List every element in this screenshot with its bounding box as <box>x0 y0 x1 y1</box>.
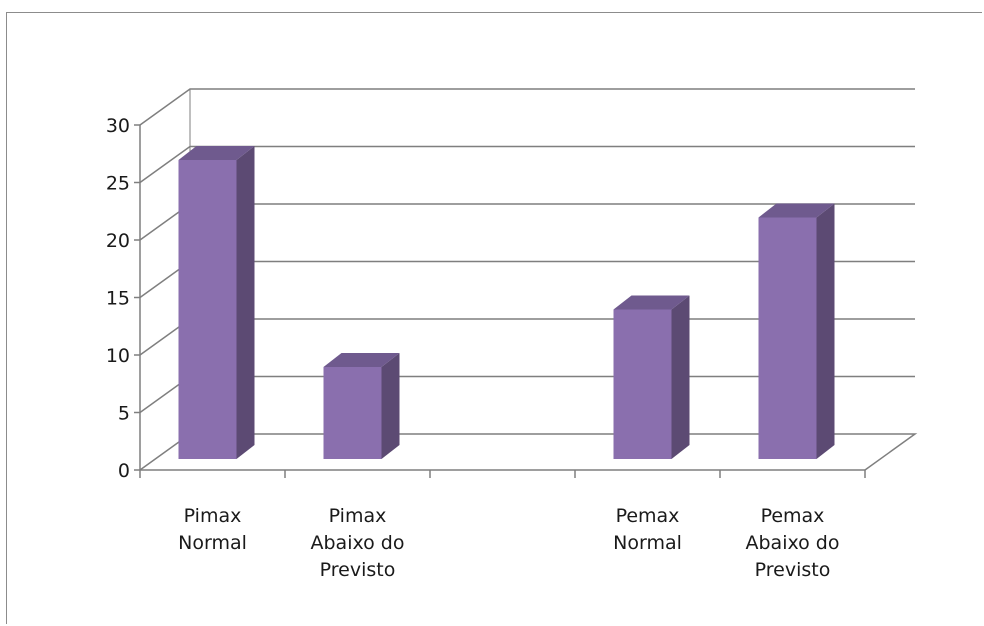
y-tick-label: 5 <box>118 403 130 425</box>
bar <box>758 203 835 459</box>
bar-side-face <box>236 146 255 459</box>
category-label-line: Pimax <box>184 505 242 527</box>
bars <box>178 146 835 459</box>
category-label-line: Pimax <box>329 505 387 527</box>
category-label: Pimax Normal <box>178 505 247 554</box>
category-labels: Pimax Normal Pimax Abaixo do Previsto Pemax No… <box>178 505 840 581</box>
bar-front-face <box>613 309 672 459</box>
bar-front-face <box>178 160 237 459</box>
bar <box>613 295 690 459</box>
category-label-line: Previsto <box>755 559 831 581</box>
bar <box>323 353 400 459</box>
y-tick-label: 20 <box>106 230 130 252</box>
bar-front-face <box>758 217 817 459</box>
gridline <box>139 433 918 471</box>
y-tick-label: 10 <box>106 345 130 367</box>
chart-frame <box>6 12 982 624</box>
y-tick-label: 30 <box>106 115 130 137</box>
category-label: Pemax Abaixo do Previsto <box>746 505 840 581</box>
category-label-line: Normal <box>178 532 247 554</box>
bar <box>178 146 255 459</box>
bar-side-face <box>816 203 835 459</box>
gridline <box>139 88 915 126</box>
y-tick-label: 15 <box>106 288 130 310</box>
category-label-line: Abaixo do <box>311 532 405 554</box>
category-label-line: Pemax <box>616 505 680 527</box>
bar-side-face <box>381 353 400 459</box>
y-tick-label: 0 <box>118 460 130 482</box>
bar-top-face <box>758 203 835 218</box>
bar-front-face <box>323 367 382 459</box>
category-label-line: Pemax <box>761 505 825 527</box>
category-label-line: Normal <box>613 532 682 554</box>
category-label-line: Abaixo do <box>746 532 840 554</box>
bar-top-face <box>613 295 690 310</box>
category-label: Pemax Normal <box>613 505 682 554</box>
gridline <box>139 145 915 184</box>
category-label-line: Previsto <box>320 559 396 581</box>
category-label: Pimax Abaixo do Previsto <box>311 505 405 581</box>
bar-top-face <box>323 353 400 367</box>
y-tick-labels: 0 5 10 15 20 25 30 <box>106 115 130 482</box>
bar-top-face <box>178 146 255 160</box>
y-tick-label: 25 <box>106 173 130 195</box>
bar-side-face <box>671 295 690 459</box>
